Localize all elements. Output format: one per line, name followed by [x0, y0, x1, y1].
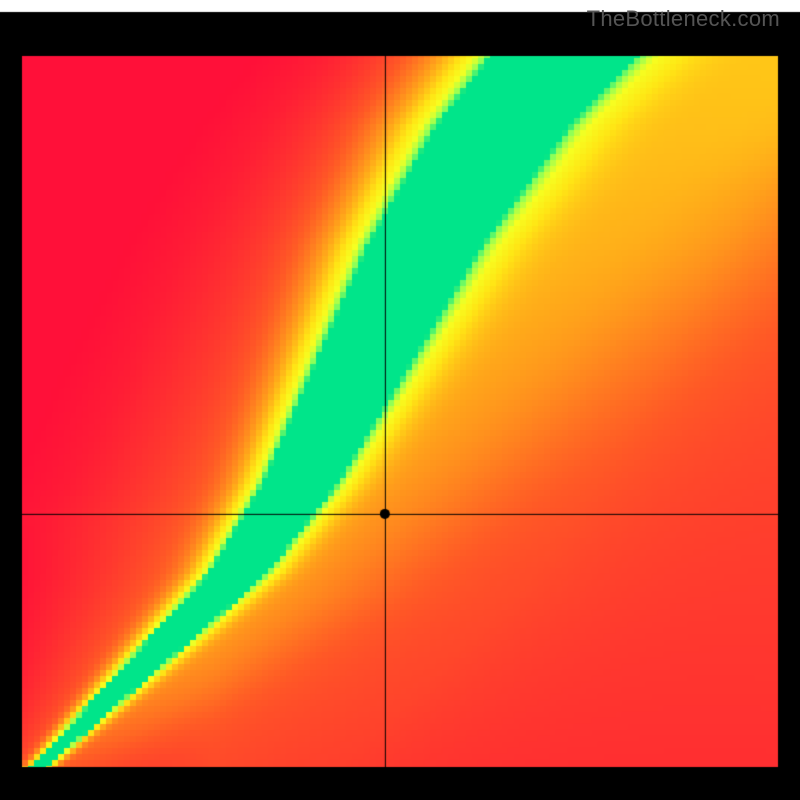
heatmap-canvas — [0, 0, 800, 800]
watermark-text: TheBottleneck.com — [587, 6, 780, 32]
chart-container: TheBottleneck.com — [0, 0, 800, 800]
